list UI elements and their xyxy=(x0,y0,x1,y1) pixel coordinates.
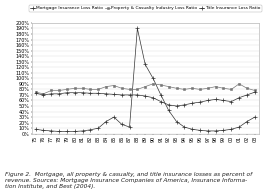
Title Insurance Loss Ratio xyxy=(230,100,233,103)
Property & Casualty Industry Loss Ratio xyxy=(120,87,123,89)
Line: Property & Casualty Industry Loss Ratio: Property & Casualty Industry Loss Ratio xyxy=(34,83,256,95)
Mortgage Insurance Loss Ratio xyxy=(89,129,92,131)
Mortgage Insurance Loss Ratio xyxy=(183,126,186,128)
Property & Casualty Industry Loss Ratio xyxy=(246,87,249,89)
Title Insurance Loss Ratio xyxy=(89,92,92,94)
Property & Casualty Industry Loss Ratio xyxy=(159,84,162,86)
Title Insurance Loss Ratio xyxy=(73,91,76,94)
Mortgage Insurance Loss Ratio xyxy=(206,130,209,132)
Mortgage Insurance Loss Ratio xyxy=(230,128,233,130)
Property & Casualty Industry Loss Ratio xyxy=(97,88,100,91)
Mortgage Insurance Loss Ratio xyxy=(81,130,84,132)
Title Insurance Loss Ratio xyxy=(238,97,241,99)
Title Insurance Loss Ratio xyxy=(175,105,178,107)
Property & Casualty Industry Loss Ratio xyxy=(199,88,202,91)
Mortgage Insurance Loss Ratio xyxy=(136,27,139,30)
Property & Casualty Industry Loss Ratio xyxy=(167,86,170,88)
Mortgage Insurance Loss Ratio xyxy=(152,77,155,79)
Mortgage Insurance Loss Ratio xyxy=(167,109,170,112)
Mortgage Insurance Loss Ratio xyxy=(112,116,115,118)
Mortgage Insurance Loss Ratio xyxy=(144,63,147,66)
Mortgage Insurance Loss Ratio xyxy=(128,126,131,128)
Property & Casualty Industry Loss Ratio xyxy=(128,88,131,91)
Mortgage Insurance Loss Ratio xyxy=(199,129,202,132)
Mortgage Insurance Loss Ratio xyxy=(58,130,61,133)
Title Insurance Loss Ratio xyxy=(112,93,115,96)
Mortgage Insurance Loss Ratio xyxy=(73,130,76,133)
Property & Casualty Industry Loss Ratio xyxy=(34,91,37,93)
Text: Figure 2.  Mortgage, all property & casualty, and title insurance losses as perc: Figure 2. Mortgage, all property & casua… xyxy=(5,172,253,189)
Property & Casualty Industry Loss Ratio xyxy=(73,87,76,89)
Mortgage Insurance Loss Ratio xyxy=(191,128,194,130)
Title Insurance Loss Ratio xyxy=(222,99,225,102)
Legend: Mortgage Insurance Loss Ratio, Property & Casualty Industry Loss Ratio, Title In: Mortgage Insurance Loss Ratio, Property … xyxy=(29,5,262,11)
Property & Casualty Industry Loss Ratio xyxy=(230,88,233,91)
Title Insurance Loss Ratio xyxy=(144,95,147,97)
Mortgage Insurance Loss Ratio xyxy=(253,116,256,118)
Property & Casualty Industry Loss Ratio xyxy=(175,87,178,89)
Title Insurance Loss Ratio xyxy=(136,94,139,96)
Title Insurance Loss Ratio xyxy=(246,94,249,96)
Mortgage Insurance Loss Ratio xyxy=(105,120,108,123)
Property & Casualty Industry Loss Ratio xyxy=(50,89,53,92)
Property & Casualty Industry Loss Ratio xyxy=(58,89,61,92)
Property & Casualty Industry Loss Ratio xyxy=(238,83,241,85)
Mortgage Insurance Loss Ratio xyxy=(214,130,217,132)
Title Insurance Loss Ratio xyxy=(50,93,53,95)
Property & Casualty Industry Loss Ratio xyxy=(89,88,92,91)
Property & Casualty Industry Loss Ratio xyxy=(112,84,115,87)
Title Insurance Loss Ratio xyxy=(81,91,84,94)
Property & Casualty Industry Loss Ratio xyxy=(81,87,84,89)
Property & Casualty Industry Loss Ratio xyxy=(206,87,209,89)
Title Insurance Loss Ratio xyxy=(191,102,194,104)
Property & Casualty Industry Loss Ratio xyxy=(152,83,155,85)
Title Insurance Loss Ratio xyxy=(214,98,217,100)
Property & Casualty Industry Loss Ratio xyxy=(183,88,186,91)
Mortgage Insurance Loss Ratio xyxy=(238,126,241,128)
Title Insurance Loss Ratio xyxy=(42,94,45,96)
Mortgage Insurance Loss Ratio xyxy=(222,129,225,132)
Property & Casualty Industry Loss Ratio xyxy=(191,87,194,89)
Title Insurance Loss Ratio xyxy=(159,100,162,103)
Line: Mortgage Insurance Loss Ratio: Mortgage Insurance Loss Ratio xyxy=(34,26,257,134)
Mortgage Insurance Loss Ratio xyxy=(65,130,68,133)
Mortgage Insurance Loss Ratio xyxy=(159,94,162,96)
Property & Casualty Industry Loss Ratio xyxy=(253,89,256,92)
Title Insurance Loss Ratio xyxy=(253,91,256,93)
Property & Casualty Industry Loss Ratio xyxy=(214,86,217,88)
Title Insurance Loss Ratio xyxy=(183,104,186,106)
Mortgage Insurance Loss Ratio xyxy=(175,120,178,123)
Mortgage Insurance Loss Ratio xyxy=(34,128,37,130)
Mortgage Insurance Loss Ratio xyxy=(50,130,53,132)
Title Insurance Loss Ratio xyxy=(65,91,68,94)
Title Insurance Loss Ratio xyxy=(206,99,209,102)
Title Insurance Loss Ratio xyxy=(105,93,108,95)
Mortgage Insurance Loss Ratio xyxy=(97,127,100,129)
Property & Casualty Industry Loss Ratio xyxy=(42,93,45,95)
Mortgage Insurance Loss Ratio xyxy=(42,129,45,132)
Title Insurance Loss Ratio xyxy=(97,92,100,94)
Mortgage Insurance Loss Ratio xyxy=(120,123,123,125)
Title Insurance Loss Ratio xyxy=(34,92,37,94)
Title Insurance Loss Ratio xyxy=(167,104,170,106)
Title Insurance Loss Ratio xyxy=(128,94,131,96)
Title Insurance Loss Ratio xyxy=(152,97,155,99)
Property & Casualty Industry Loss Ratio xyxy=(144,86,147,88)
Property & Casualty Industry Loss Ratio xyxy=(105,86,108,88)
Title Insurance Loss Ratio xyxy=(199,101,202,103)
Title Insurance Loss Ratio xyxy=(120,94,123,96)
Property & Casualty Industry Loss Ratio xyxy=(222,87,225,89)
Property & Casualty Industry Loss Ratio xyxy=(136,88,139,91)
Mortgage Insurance Loss Ratio xyxy=(246,120,249,123)
Line: Title Insurance Loss Ratio: Title Insurance Loss Ratio xyxy=(34,90,257,108)
Property & Casualty Industry Loss Ratio xyxy=(65,88,68,91)
Title Insurance Loss Ratio xyxy=(58,93,61,95)
